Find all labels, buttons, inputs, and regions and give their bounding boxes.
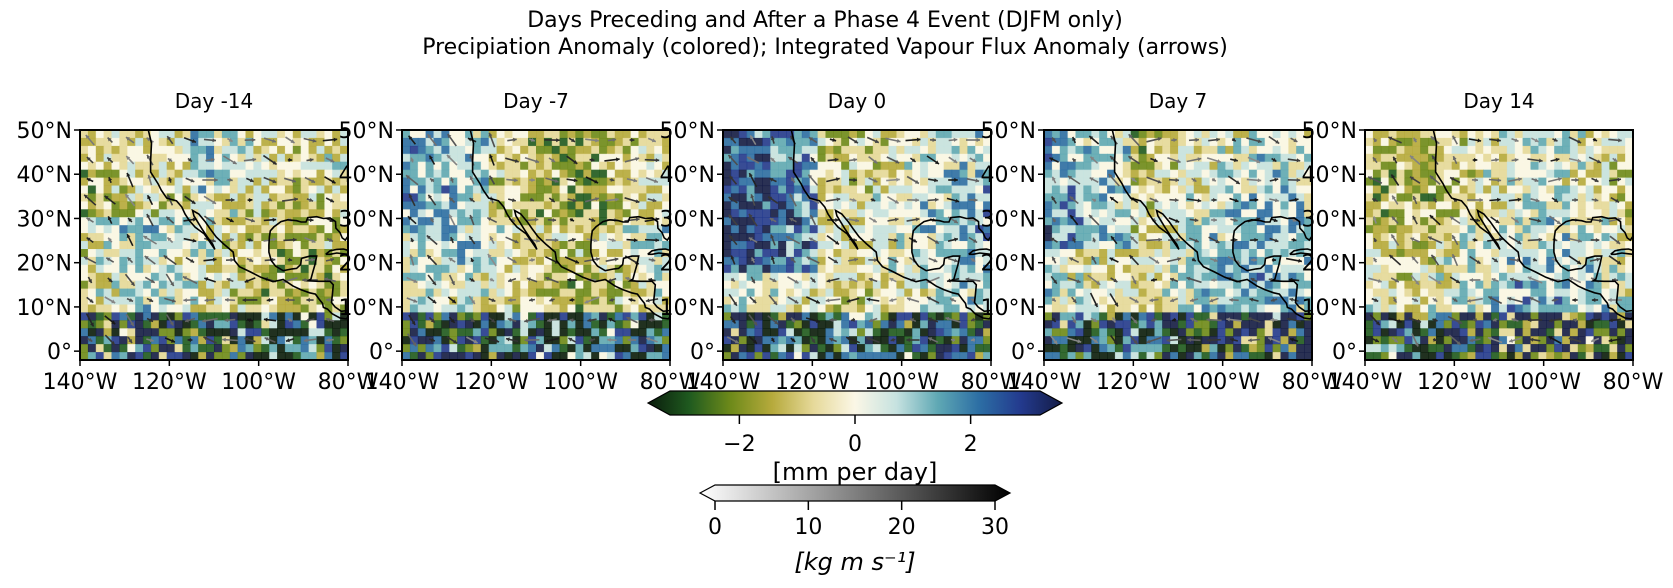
lat-tick-label: 10°N: [660, 296, 715, 321]
lon-tick-label: 120°W: [454, 370, 529, 395]
flux-tick-label: 30: [981, 515, 1009, 540]
lat-tick-label: 50°N: [981, 119, 1036, 144]
lat-tick-label: 50°N: [339, 119, 394, 144]
flux-arrows: [726, 134, 981, 345]
flux-arrows: [83, 134, 338, 346]
panel-frame: [1364, 129, 1634, 361]
lon-tick-label: 100°W: [543, 370, 618, 395]
flux-arrows: [1367, 135, 1622, 347]
precip-field: [1365, 130, 1633, 360]
panel-title: Day -14: [175, 89, 254, 113]
lat-tick-label: 40°N: [660, 163, 715, 188]
flux-tick-label: 20: [888, 515, 916, 540]
panel-title: Day -7: [503, 89, 569, 113]
lat-tick-label: 20°N: [660, 252, 715, 277]
lat-tick-label: 50°N: [660, 119, 715, 144]
lat-tick-label: 10°N: [17, 296, 72, 321]
coastline: [1432, 130, 1633, 320]
lon-tick-label: 140°W: [1328, 370, 1403, 395]
panel-title: Day 0: [828, 89, 887, 113]
flux-arrows: [1049, 133, 1303, 345]
lon-tick-label: 80°W: [1282, 370, 1343, 395]
lat-tick-label: 20°N: [1302, 252, 1357, 277]
panel-title: Day 14: [1463, 89, 1534, 113]
precip-colorbar-ticks: −2 0 2: [723, 415, 978, 457]
lat-tick-label: 40°N: [339, 163, 394, 188]
panel-frame: [401, 129, 671, 361]
panel-frame: [722, 129, 992, 361]
precip-field: [723, 130, 991, 360]
lat-tick-label: 40°N: [981, 163, 1036, 188]
precip-tick-label: −2: [723, 432, 755, 457]
lat-tick-label: 10°N: [339, 296, 394, 321]
lat-tick-label: 0°: [369, 340, 394, 365]
flux-colorbar-ticks: 0 10 20 30: [708, 501, 1009, 540]
panel-title: Day 7: [1149, 89, 1208, 113]
lat-tick-label: 0°: [690, 340, 715, 365]
flux-colorbar-label: [kg m s⁻¹]: [794, 548, 915, 576]
lat-tick-label: 0°: [1011, 340, 1036, 365]
precip-colorbar-bar: [646, 390, 1064, 416]
coastline: [147, 130, 348, 320]
map-panels: Day -14 50°N 40°N 30°N 20°N 10°N 0° 140°W 120°W 1…: [17, 89, 1664, 395]
lat-tick-label: 20°N: [339, 252, 394, 277]
panel-frame: [79, 129, 349, 361]
panel-frame: [1043, 129, 1313, 361]
lon-tick-label: 80°W: [318, 370, 379, 395]
lat-tick-label: 20°N: [981, 252, 1036, 277]
map-panel: Day 750°N40°N30°N20°N10°N0°140°W 120°W 100…: [981, 89, 1343, 395]
precip-colorbar: −2 0 2 [mm per day]: [646, 390, 1064, 486]
flux-tick-label: 10: [794, 515, 822, 540]
map-panel: Day 050°N40°N30°N20°N10°N0°140°W 120°W 100…: [660, 89, 1022, 395]
figure-title-line1: Days Preceding and After a Phase 4 Event…: [527, 8, 1123, 33]
precip-field: [80, 130, 348, 360]
lon-tick-label: 140°W: [43, 370, 118, 395]
precip-field: [402, 130, 670, 360]
lon-tick-label: 120°W: [132, 370, 207, 395]
coastline: [790, 130, 991, 320]
precip-tick-label: 2: [964, 432, 978, 457]
map-panel: Day 14 50°N 40°N 30°N 20°N 10°N 0° 140°W 120°W 10…: [1302, 89, 1664, 395]
lat-tick-label: 30°N: [981, 207, 1036, 232]
lat-tick-label: 10°N: [1302, 296, 1357, 321]
flux-colorbar-bar: [698, 484, 1012, 502]
map-panel: Day -7 50°N 40°N 30°N 20°N 10°N 0° 140°W 120°W 10…: [339, 89, 701, 395]
precip-tick-label: 0: [848, 432, 862, 457]
map-panel: Day -14 50°N 40°N 30°N 20°N 10°N 0° 140°W 120°W 1…: [17, 89, 379, 395]
coastline: [1111, 130, 1312, 320]
lon-tick-label: 100°W: [1506, 370, 1581, 395]
lat-tick-label: 40°N: [17, 163, 72, 188]
lon-tick-label: 120°W: [1096, 370, 1171, 395]
lon-tick-label: 120°W: [1417, 370, 1492, 395]
lat-tick-label: 0°: [1332, 340, 1357, 365]
lat-tick-label: 30°N: [339, 207, 394, 232]
lon-tick-label: 80°W: [1603, 370, 1664, 395]
figure-title-line2: Precipiation Anomaly (colored); Integrat…: [422, 35, 1228, 60]
lat-tick-label: 20°N: [17, 252, 72, 277]
lat-tick-label: 40°N: [1302, 163, 1357, 188]
lat-tick-label: 10°N: [981, 296, 1036, 321]
lat-tick-label: 50°N: [1302, 119, 1357, 144]
lon-tick-label: 140°W: [365, 370, 440, 395]
lon-tick-label: 100°W: [1185, 370, 1260, 395]
flux-colorbar: 0 10 20 30 [kg m s⁻¹]: [698, 484, 1012, 576]
lon-tick-label: 100°W: [221, 370, 296, 395]
flux-tick-label: 0: [708, 515, 722, 540]
lat-tick-label: 30°N: [660, 207, 715, 232]
precip-colorbar-label: [mm per day]: [773, 458, 938, 486]
lat-tick-label: 30°N: [1302, 207, 1357, 232]
lat-tick-label: 50°N: [17, 119, 72, 144]
coastline: [469, 130, 670, 320]
lat-tick-label: 30°N: [17, 207, 72, 232]
lat-tick-label: 0°: [47, 340, 72, 365]
precip-field: [1044, 130, 1312, 360]
